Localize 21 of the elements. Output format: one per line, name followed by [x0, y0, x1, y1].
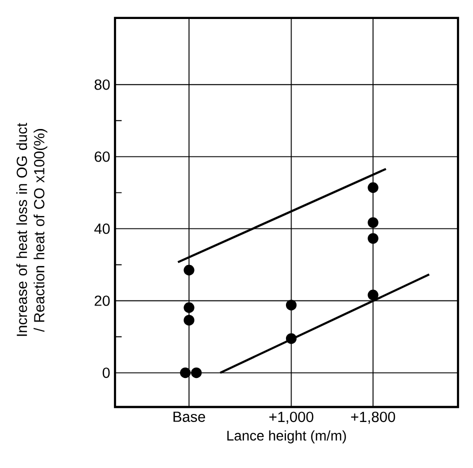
y-tick-label: 20	[94, 296, 110, 306]
point	[368, 182, 378, 193]
y-tick-label: 60	[94, 151, 110, 162]
point	[184, 314, 194, 326]
point	[286, 300, 297, 310]
point	[368, 290, 378, 300]
point	[286, 333, 297, 344]
point	[180, 367, 191, 378]
x-tick-label: Base	[174, 412, 206, 422]
point	[191, 367, 202, 378]
point	[184, 264, 194, 276]
y-axis-title: Increase of heat loss in OG duct / Reaction heat of CO x100(%)	[16, 122, 48, 336]
x-tick-label: +1,800	[351, 412, 396, 424]
y-tick-label: 80	[94, 79, 110, 90]
point	[368, 233, 378, 244]
x-axis-title: Lance height (m/m)	[227, 430, 346, 444]
x-tick-label: +1,000	[269, 412, 314, 424]
point	[184, 302, 194, 313]
y-tick-label: 0	[102, 368, 110, 378]
point	[368, 217, 378, 228]
y-tick-label: 40	[94, 224, 110, 234]
